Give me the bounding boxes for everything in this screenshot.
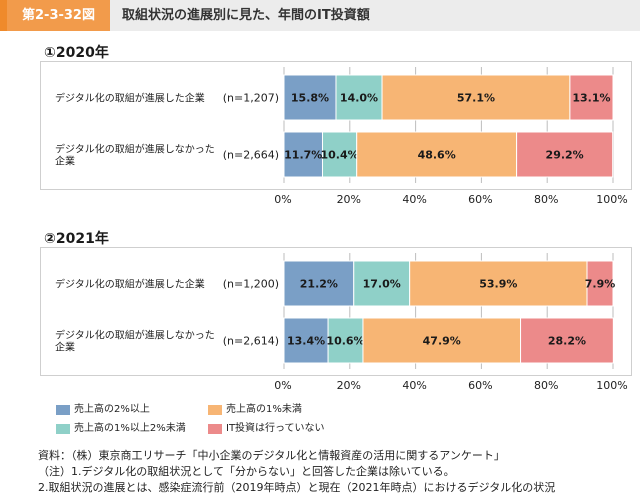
data-label: 21.2%	[300, 278, 338, 291]
footnote-2: 2.取組状況の進展とは、感染症流行前（2019年時点）と現在（2021年時点）に…	[38, 481, 556, 494]
data-label: 57.1%	[457, 92, 495, 105]
data-label: 10.6%	[326, 335, 364, 348]
sample-size-label: (n=2,664)	[223, 149, 279, 162]
figure-number: 第2-3-32図	[7, 0, 110, 31]
bar-segment-over-2pct	[283, 260, 355, 307]
category-label: 企業	[55, 155, 75, 168]
legend-label-over-2pct: 売上高の2%以上	[74, 404, 150, 415]
x-tick-label: 100%	[596, 193, 628, 206]
category-label: 企業	[55, 341, 75, 354]
data-label: 10.4%	[321, 149, 359, 162]
chart-title-2021: ②2021年	[44, 231, 109, 247]
bar-segment-no-investment	[586, 260, 614, 307]
legend-swatch-no-investment	[208, 424, 222, 434]
data-label: 13.1%	[572, 92, 610, 105]
sample-size-label: (n=2,614)	[223, 335, 279, 348]
chart-title-2020: ①2020年	[44, 45, 109, 61]
chart-2020: デジタル化の取組が進展した企業 (n=1,207) 15.8% 14.0% 57.1% 1…	[55, 67, 614, 183]
data-label: 53.9%	[479, 278, 517, 291]
bar-segment-over-2pct	[283, 74, 337, 121]
footnote-1: （注）1.デジタル化の取組状況として「分からない」と回答した企業は除いている。	[38, 465, 455, 478]
legend-label-1-2pct: 売上高の1%以上2%未満	[74, 423, 186, 434]
bar-segment-no-investment	[569, 74, 614, 121]
x-tick-label: 100%	[596, 379, 628, 392]
data-label: 15.8%	[291, 92, 329, 105]
category-label: デジタル化の取組が進展しなかった	[55, 143, 215, 156]
bar-segment-under-1pct	[356, 131, 518, 178]
x-tick-label: 40%	[402, 379, 427, 392]
category-label: デジタル化の取組が進展した企業	[55, 92, 205, 105]
x-tick-label: 80%	[533, 379, 559, 392]
x-tick-label: 60%	[468, 379, 493, 392]
bar-segment-no-investment	[520, 317, 614, 364]
bar-segment-no-investment	[516, 131, 614, 178]
x-tick-label: 80%	[533, 193, 559, 206]
x-tick-label: 0%	[274, 379, 292, 392]
data-label: 29.2%	[546, 149, 584, 162]
bar-segment-over-2pct	[283, 131, 323, 178]
header-accent-bar	[0, 0, 7, 31]
legend-swatch-over-2pct	[56, 405, 70, 415]
data-label: 17.0%	[363, 278, 401, 291]
x-tick-label: 20%	[336, 379, 362, 392]
category-label: デジタル化の取組が進展しなかった	[55, 329, 215, 342]
legend-swatch-under-1pct	[208, 405, 222, 415]
data-label: 48.6%	[418, 149, 456, 162]
data-label: 14.0%	[340, 92, 378, 105]
figure-header: 第2-3-32図 取組状況の進展別に見た、年間のIT投資額	[0, 0, 640, 31]
chart-2021: デジタル化の取組が進展した企業 (n=1,200) 21.2% 17.0% 53.9% 7…	[55, 253, 616, 369]
data-label: 47.9%	[423, 335, 461, 348]
figure-title: 取組状況の進展別に見た、年間のIT投資額	[122, 8, 370, 23]
bar-segment-under-1pct	[409, 260, 588, 307]
sample-size-label: (n=1,200)	[223, 278, 279, 291]
legend-label-under-1pct: 売上高の1%未満	[226, 404, 302, 415]
x-tick-label: 40%	[402, 193, 427, 206]
bar-segment-1-2pct	[353, 260, 411, 307]
x-tick-label: 20%	[336, 193, 362, 206]
data-label: 13.4%	[287, 335, 325, 348]
legend-label-no-investment: IT投資は行っていない	[226, 423, 325, 434]
bar-segment-1-2pct	[321, 131, 358, 178]
data-label: 7.9%	[585, 278, 616, 291]
data-label: 11.7%	[284, 149, 322, 162]
x-tick-label: 60%	[468, 193, 493, 206]
sample-size-label: (n=1,207)	[223, 92, 279, 105]
category-label: デジタル化の取組が進展した企業	[55, 278, 205, 291]
bar-segment-over-2pct	[283, 317, 329, 364]
chart-panel-2020: デジタル化の取組が進展した企業 (n=1,207) 15.8% 14.0% 57.1% 1…	[40, 61, 632, 190]
data-label: 28.2%	[548, 335, 586, 348]
source-note: 資料：（株）東京商工リサーチ「中小企業のデジタル化と情報資産の活用に関するアンケ…	[38, 449, 505, 462]
x-tick-label: 0%	[274, 193, 292, 206]
chart-panel-2021: デジタル化の取組が進展した企業 (n=1,200) 21.2% 17.0% 53.9% 7…	[40, 247, 632, 376]
legend-swatch-1-2pct	[56, 424, 70, 434]
bar-segment-under-1pct	[362, 317, 522, 364]
bar-segment-1-2pct	[327, 317, 364, 364]
